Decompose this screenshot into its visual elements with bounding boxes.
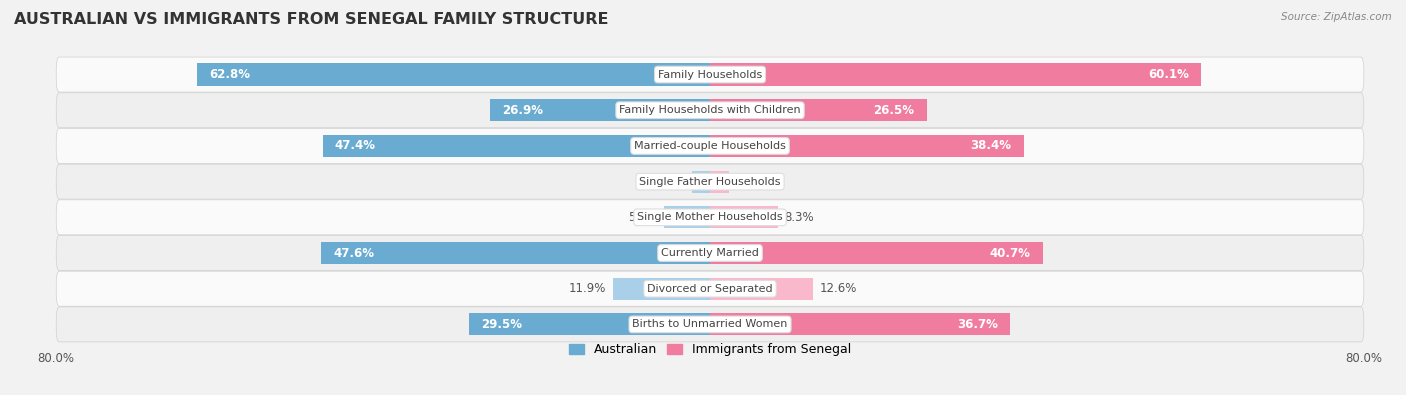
Bar <box>710 278 813 300</box>
FancyBboxPatch shape <box>56 235 1364 271</box>
Text: 5.6%: 5.6% <box>628 211 658 224</box>
Bar <box>491 99 710 121</box>
Text: Single Father Households: Single Father Households <box>640 177 780 186</box>
Text: Divorced or Separated: Divorced or Separated <box>647 284 773 294</box>
Text: 2.3%: 2.3% <box>735 175 765 188</box>
Text: 2.2%: 2.2% <box>655 175 686 188</box>
FancyBboxPatch shape <box>56 271 1364 306</box>
Text: 29.5%: 29.5% <box>481 318 522 331</box>
Text: Married-couple Households: Married-couple Households <box>634 141 786 151</box>
Text: 38.4%: 38.4% <box>970 139 1011 152</box>
Text: 62.8%: 62.8% <box>209 68 250 81</box>
FancyBboxPatch shape <box>56 57 1364 92</box>
Text: 47.6%: 47.6% <box>333 246 374 260</box>
Text: 60.1%: 60.1% <box>1149 68 1189 81</box>
Text: 11.9%: 11.9% <box>569 282 606 295</box>
Bar <box>710 206 778 228</box>
Bar <box>710 99 927 121</box>
Text: 26.5%: 26.5% <box>873 104 914 117</box>
Bar <box>613 278 710 300</box>
Text: Single Mother Households: Single Mother Households <box>637 213 783 222</box>
Text: 12.6%: 12.6% <box>820 282 856 295</box>
Bar <box>710 171 728 193</box>
Bar <box>710 64 1201 86</box>
Bar <box>710 242 1043 264</box>
Text: 8.3%: 8.3% <box>785 211 814 224</box>
FancyBboxPatch shape <box>56 93 1364 128</box>
FancyBboxPatch shape <box>56 164 1364 199</box>
FancyBboxPatch shape <box>56 128 1364 164</box>
Text: AUSTRALIAN VS IMMIGRANTS FROM SENEGAL FAMILY STRUCTURE: AUSTRALIAN VS IMMIGRANTS FROM SENEGAL FA… <box>14 12 609 27</box>
Bar <box>322 135 710 157</box>
Text: Births to Unmarried Women: Births to Unmarried Women <box>633 320 787 329</box>
Bar <box>710 313 1010 335</box>
Text: Source: ZipAtlas.com: Source: ZipAtlas.com <box>1281 12 1392 22</box>
Text: Family Households with Children: Family Households with Children <box>619 105 801 115</box>
Text: Family Households: Family Households <box>658 70 762 79</box>
Text: 40.7%: 40.7% <box>990 246 1031 260</box>
Bar <box>664 206 710 228</box>
Bar <box>710 135 1024 157</box>
Text: 47.4%: 47.4% <box>335 139 375 152</box>
Legend: Australian, Immigrants from Senegal: Australian, Immigrants from Senegal <box>569 343 851 356</box>
FancyBboxPatch shape <box>56 200 1364 235</box>
Bar <box>470 313 710 335</box>
Bar <box>692 171 710 193</box>
Text: 36.7%: 36.7% <box>957 318 998 331</box>
Bar <box>321 242 710 264</box>
FancyBboxPatch shape <box>56 307 1364 342</box>
Text: Currently Married: Currently Married <box>661 248 759 258</box>
Text: 26.9%: 26.9% <box>502 104 544 117</box>
Bar <box>197 64 710 86</box>
